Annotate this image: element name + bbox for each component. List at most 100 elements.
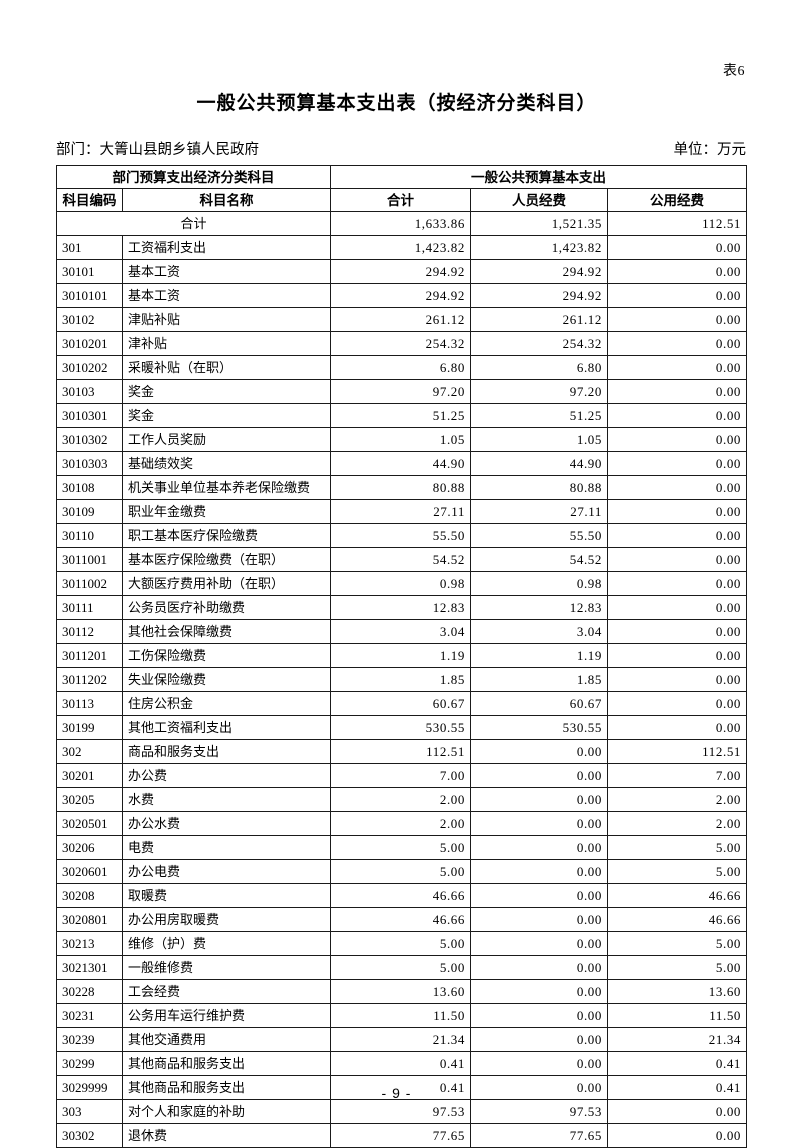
cell-subject-name: 职工基本医疗保险缴费	[122, 523, 331, 548]
table-row: 30113 住房公积金 60.67 60.67 0.00	[56, 691, 748, 716]
cell-public: 2.00	[606, 787, 748, 812]
table-total-row: 合计 1,633.86 1,521.35 112.51	[56, 211, 748, 236]
cell-public: 13.60	[606, 979, 748, 1004]
cell-total: 0.98	[330, 571, 471, 596]
table-row: 303 对个人和家庭的补助 97.53 97.53 0.00	[56, 1099, 748, 1124]
cell-subject-name: 商品和服务支出	[122, 739, 331, 764]
cell-subject-name: 维修（护）费	[122, 931, 331, 956]
total-row-label: 合计	[56, 211, 331, 236]
table-row: 3010101 基本工资 294.92 294.92 0.00	[56, 283, 748, 308]
cell-public: 0.00	[606, 235, 748, 260]
cell-subject-name: 其他商品和服务支出	[122, 1075, 331, 1100]
cell-total: 3.04	[330, 619, 471, 644]
cell-personnel: 80.88	[470, 475, 608, 500]
cell-total: 44.90	[330, 451, 471, 476]
cell-subject-name: 津贴补贴	[122, 307, 331, 332]
cell-subject-code: 30299	[56, 1051, 123, 1076]
table-row: 3011201 工伤保险缴费 1.19 1.19 0.00	[56, 643, 748, 668]
cell-total: 1,423.82	[330, 235, 471, 260]
cell-subject-code: 30205	[56, 787, 123, 812]
cell-public: 7.00	[606, 763, 748, 788]
cell-total: 54.52	[330, 547, 471, 572]
cell-personnel: 0.00	[470, 763, 608, 788]
cell-subject-code: 3010303	[56, 451, 123, 476]
cell-personnel: 1.19	[470, 643, 608, 668]
cell-subject-code: 30231	[56, 1003, 123, 1028]
table-row: 3021301 一般维修费 5.00 0.00 5.00	[56, 955, 748, 980]
cell-subject-code: 30110	[56, 523, 123, 548]
table-row: 30112 其他社会保障缴费 3.04 3.04 0.00	[56, 619, 748, 644]
cell-personnel: 261.12	[470, 307, 608, 332]
table-row: 30228 工会经费 13.60 0.00 13.60	[56, 979, 748, 1004]
cell-public: 0.00	[606, 667, 748, 692]
cell-subject-code: 3010201	[56, 331, 123, 356]
cell-subject-code: 30201	[56, 763, 123, 788]
table-number-label: 表6	[723, 64, 745, 79]
cell-subject-name: 其他商品和服务支出	[122, 1051, 331, 1076]
table-row: 3011002 大额医疗费用补助（在职） 0.98 0.98 0.00	[56, 571, 748, 596]
cell-personnel: 0.00	[470, 859, 608, 884]
cell-public: 0.00	[606, 499, 748, 524]
cell-subject-name: 工伤保险缴费	[122, 643, 331, 668]
cell-total: 261.12	[330, 307, 471, 332]
cell-total: 55.50	[330, 523, 471, 548]
table-row: 3029999 其他商品和服务支出 0.41 0.00 0.41	[56, 1075, 748, 1100]
group-header-expenditure: 一般公共预算基本支出	[329, 165, 748, 189]
cell-subject-name: 基本工资	[122, 259, 331, 284]
cell-subject-code: 30213	[56, 931, 123, 956]
cell-personnel: 54.52	[470, 547, 608, 572]
cell-subject-name: 水费	[122, 787, 331, 812]
table-row: 3010301 奖金 51.25 51.25 0.00	[56, 403, 748, 428]
cell-total: 46.66	[330, 883, 471, 908]
cell-public: 0.00	[606, 643, 748, 668]
cell-subject-code: 30103	[56, 379, 123, 404]
cell-personnel: 0.00	[470, 811, 608, 836]
cell-total: 294.92	[330, 259, 471, 284]
cell-subject-name: 采暖补贴（在职）	[122, 355, 331, 380]
cell-personnel: 0.00	[470, 979, 608, 1004]
table-row: 30110 职工基本医疗保险缴费 55.50 55.50 0.00	[56, 523, 748, 548]
cell-subject-name: 工资福利支出	[122, 235, 331, 260]
table-group-header-row: 部门预算支出经济分类科目 一般公共预算基本支出	[56, 165, 748, 189]
cell-subject-code: 3020801	[56, 907, 123, 932]
cell-public: 0.00	[606, 355, 748, 380]
cell-total: 5.00	[330, 835, 471, 860]
cell-subject-code: 301	[56, 235, 123, 260]
table-row: 30108 机关事业单位基本养老保险缴费 80.88 80.88 0.00	[56, 475, 748, 500]
cell-personnel: 1.05	[470, 427, 608, 452]
cell-personnel: 530.55	[470, 715, 608, 740]
cell-personnel: 3.04	[470, 619, 608, 644]
cell-subject-name: 基本工资	[122, 283, 331, 308]
cell-subject-name: 奖金	[122, 379, 331, 404]
cell-total: 1.19	[330, 643, 471, 668]
cell-total: 0.41	[330, 1051, 471, 1076]
table-row: 30205 水费 2.00 0.00 2.00	[56, 787, 748, 812]
cell-subject-name: 其他社会保障缴费	[122, 619, 331, 644]
table-row: 30208 取暖费 46.66 0.00 46.66	[56, 883, 748, 908]
cell-personnel: 254.32	[470, 331, 608, 356]
cell-subject-name: 办公水费	[122, 811, 331, 836]
cell-public: 21.34	[606, 1027, 748, 1052]
cell-subject-code: 3010202	[56, 355, 123, 380]
cell-public: 5.00	[606, 931, 748, 956]
cell-subject-name: 一般维修费	[122, 955, 331, 980]
cell-public: 0.00	[606, 691, 748, 716]
table-row: 30199 其他工资福利支出 530.55 530.55 0.00	[56, 715, 748, 740]
table-row: 3020501 办公水费 2.00 0.00 2.00	[56, 811, 748, 836]
cell-total: 13.60	[330, 979, 471, 1004]
cell-subject-name: 基本医疗保险缴费（在职）	[122, 547, 331, 572]
cell-public: 0.00	[606, 259, 748, 284]
cell-subject-name: 住房公积金	[122, 691, 331, 716]
cell-subject-name: 工作人员奖励	[122, 427, 331, 452]
cell-subject-name: 工会经费	[122, 979, 331, 1004]
cell-personnel: 0.00	[470, 1027, 608, 1052]
cell-subject-name: 基础绩效奖	[122, 451, 331, 476]
cell-total: 27.11	[330, 499, 471, 524]
budget-table-wrapper: 部门预算支出经济分类科目 一般公共预算基本支出 科目编码 科目名称 合计 人员经…	[56, 165, 748, 1148]
cell-subject-code: 30206	[56, 835, 123, 860]
table-row: 3010201 津补贴 254.32 254.32 0.00	[56, 331, 748, 356]
cell-public: 0.00	[606, 475, 748, 500]
cell-public: 0.00	[606, 451, 748, 476]
table-row: 30111 公务员医疗补助缴费 12.83 12.83 0.00	[56, 595, 748, 620]
cell-public: 0.00	[606, 619, 748, 644]
